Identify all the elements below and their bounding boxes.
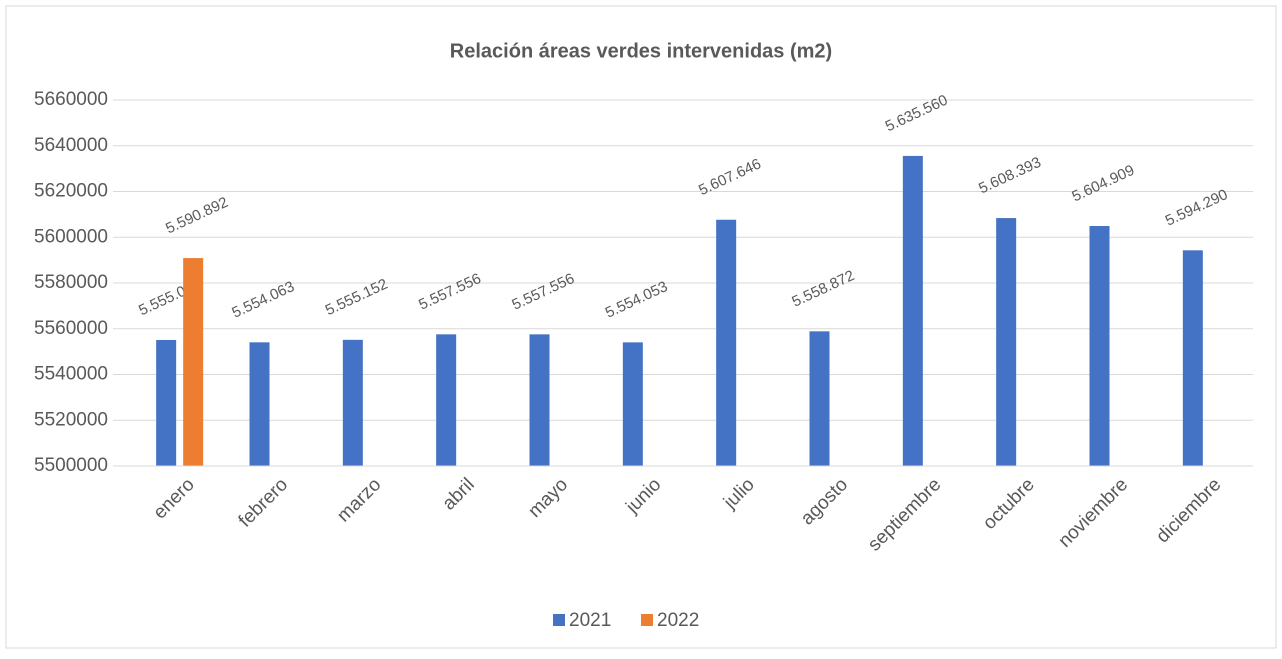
y-tick-label: 5540000 [34, 364, 108, 385]
bar [622, 342, 643, 466]
bar [902, 155, 923, 466]
legend-swatch [553, 614, 565, 626]
y-tick-label: 5640000 [34, 135, 108, 156]
bar [156, 339, 177, 466]
y-tick-label: 5560000 [34, 318, 108, 339]
y-tick-label: 5500000 [34, 455, 108, 476]
legend-swatch [641, 614, 653, 626]
bar [183, 258, 204, 466]
chart-title: Relación áreas verdes intervenidas (m2) [450, 40, 832, 62]
bar [436, 334, 457, 466]
chart-border [5, 5, 1277, 649]
y-tick-label: 5620000 [34, 181, 108, 202]
bar [342, 339, 363, 466]
bar [1182, 250, 1203, 466]
y-tick-label: 5580000 [34, 272, 108, 293]
bar [809, 331, 830, 466]
legend-label: 2021 [569, 610, 611, 631]
legend-label: 2022 [657, 610, 699, 631]
y-tick-label: 5600000 [34, 226, 108, 247]
bar [996, 218, 1017, 466]
y-tick-label: 5660000 [34, 89, 108, 110]
bar [716, 219, 737, 466]
bar [249, 342, 270, 466]
bar [529, 334, 550, 466]
y-tick-label: 5520000 [34, 409, 108, 430]
bar [1089, 226, 1110, 466]
